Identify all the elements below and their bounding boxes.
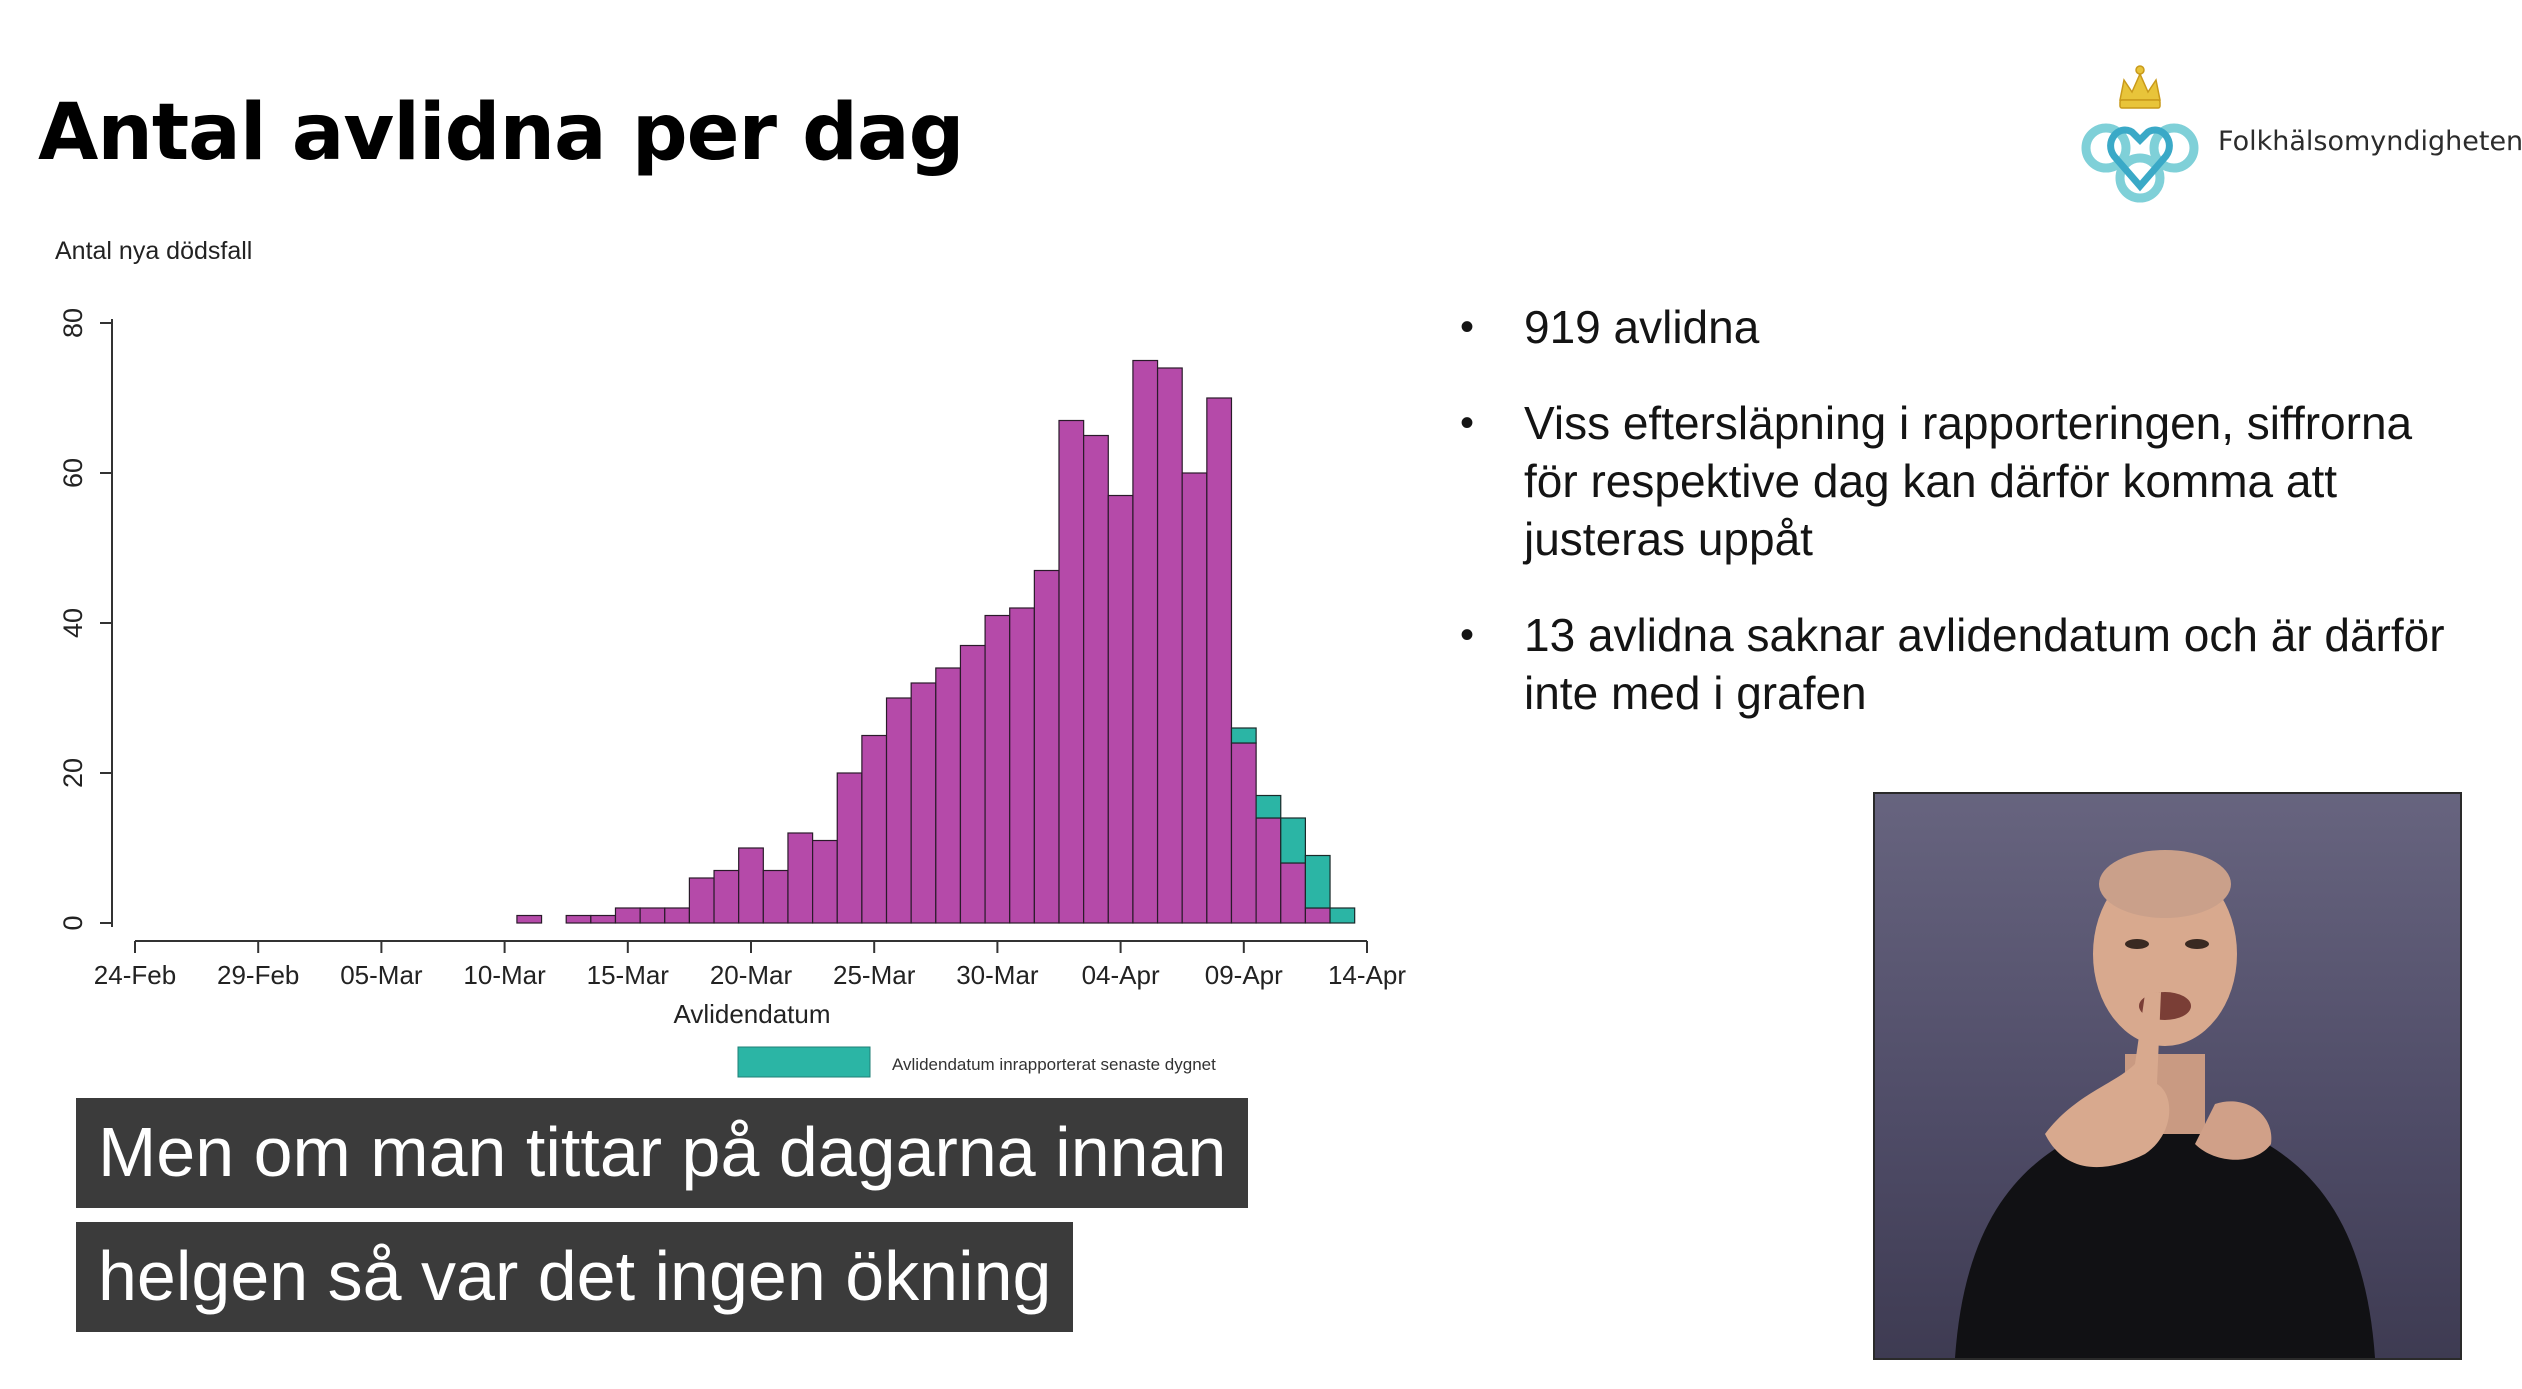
bar-primary (787, 832, 814, 924)
x-axis: 24-Feb 29-Feb 05-Mar 10-Mar 15-Mar 20-Mar 25-M… (94, 940, 1406, 990)
bullet-icon: • (1460, 613, 1475, 657)
x-tick-label: 09-Apr (1205, 960, 1283, 990)
bar-primary (516, 914, 543, 924)
y-axis: 0 20 40 60 80 (58, 308, 113, 931)
bar-late-report (1230, 727, 1257, 744)
legend: Avlidendatum inrapporterat senaste dygne… (737, 1046, 1216, 1078)
bar-primary (1280, 862, 1307, 924)
bullet-icon: • (1460, 401, 1475, 445)
bar-late-report (1280, 817, 1307, 864)
bar-primary (811, 839, 838, 924)
bar-primary (1058, 419, 1085, 924)
y-axis-label: Antal nya dödsfall (55, 237, 252, 265)
bar-primary (565, 914, 592, 924)
sign-language-interpreter-video (1873, 792, 2462, 1360)
y-tick-label: 80 (58, 308, 88, 338)
y-tick-label: 20 (58, 758, 88, 788)
bar-primary (688, 877, 715, 924)
bar-primary (738, 847, 764, 924)
bar-primary (1255, 817, 1282, 924)
x-tick-label: 15-Mar (587, 960, 670, 990)
legend-label: Avlidendatum inrapporterat senaste dygne… (892, 1055, 1216, 1074)
bar-late-report (1304, 854, 1331, 909)
bar-primary (935, 667, 962, 924)
bullet-item: • 919 avlidna (1460, 298, 2460, 356)
bar-chart: Antal nya dödsfall 0 20 40 60 80 24-Feb 29-Fe… (55, 237, 1406, 1078)
bar-primary (1206, 397, 1233, 924)
x-tick-label: 29-Feb (217, 960, 299, 990)
bar-primary (1132, 359, 1159, 924)
bullet-item: • Viss eftersläpning i rapporteringen, si… (1460, 394, 2460, 568)
bar-primary (1181, 472, 1208, 924)
bar-primary (664, 907, 691, 924)
bullet-text: Viss eftersläpning i rapporteringen, sif… (1524, 397, 2413, 565)
bar-primary (1107, 494, 1134, 924)
bar-primary (1156, 367, 1183, 924)
interpreter-figure-icon (1955, 850, 2375, 1358)
y-tick-label: 40 (58, 608, 88, 638)
bar-primary (614, 907, 641, 924)
bullet-item: • 13 avlidna saknar avlidendatum och är d… (1460, 606, 2460, 722)
bar-primary (984, 614, 1011, 924)
x-tick-label: 10-Mar (463, 960, 546, 990)
bullet-list: • 919 avlidna • Viss eftersläpning i rappo… (1460, 298, 2460, 760)
bar-late-report (1255, 794, 1282, 819)
bullet-text: 13 avlidna saknar avlidendatum och är dä… (1524, 609, 2445, 719)
bullet-icon: • (1460, 305, 1475, 349)
x-tick-label: 20-Mar (710, 960, 793, 990)
x-tick-label: 04-Apr (1082, 960, 1160, 990)
bar-primary (1083, 434, 1109, 924)
bar-primary (1230, 742, 1257, 924)
bar-primary (861, 734, 888, 924)
bar-primary (762, 869, 789, 924)
bar-primary (1033, 569, 1060, 924)
bullet-text: 919 avlidna (1524, 301, 1760, 353)
bar-primary (910, 682, 937, 924)
legend-swatch (737, 1046, 871, 1078)
x-axis-label: Avlidendatum (673, 999, 830, 1029)
x-tick-label: 30-Mar (956, 960, 1039, 990)
subtitle-caption: Men om man tittar på dagarna innan (76, 1098, 1249, 1208)
y-tick-label: 60 (58, 458, 88, 488)
x-tick-label: 05-Mar (340, 960, 423, 990)
logo-text: Folkhälsomyndigheten (2218, 126, 2522, 157)
x-tick-label: 14-Apr (1328, 960, 1406, 990)
bar-primary (885, 697, 912, 924)
bar-primary (639, 907, 666, 924)
subtitle-caption: helgen så var det ingen ökning (76, 1222, 1074, 1332)
folkhalsomyndigheten-logo: Folkhälsomyndigheten (2070, 58, 2522, 208)
bars (516, 359, 1356, 924)
y-tick-label: 0 (58, 915, 88, 930)
x-tick-label: 25-Mar (833, 960, 916, 990)
bar-primary (1304, 907, 1331, 924)
bar-primary (959, 644, 986, 924)
slide-title: Antal avlidna per dag (38, 88, 964, 178)
bar-primary (713, 869, 740, 924)
bar-primary (836, 772, 863, 924)
bar-primary (1009, 607, 1035, 924)
bar-late-report (1329, 907, 1356, 924)
bar-primary (590, 914, 617, 924)
crown-heart-logo-icon (2081, 65, 2199, 203)
x-tick-label: 24-Feb (94, 960, 176, 990)
